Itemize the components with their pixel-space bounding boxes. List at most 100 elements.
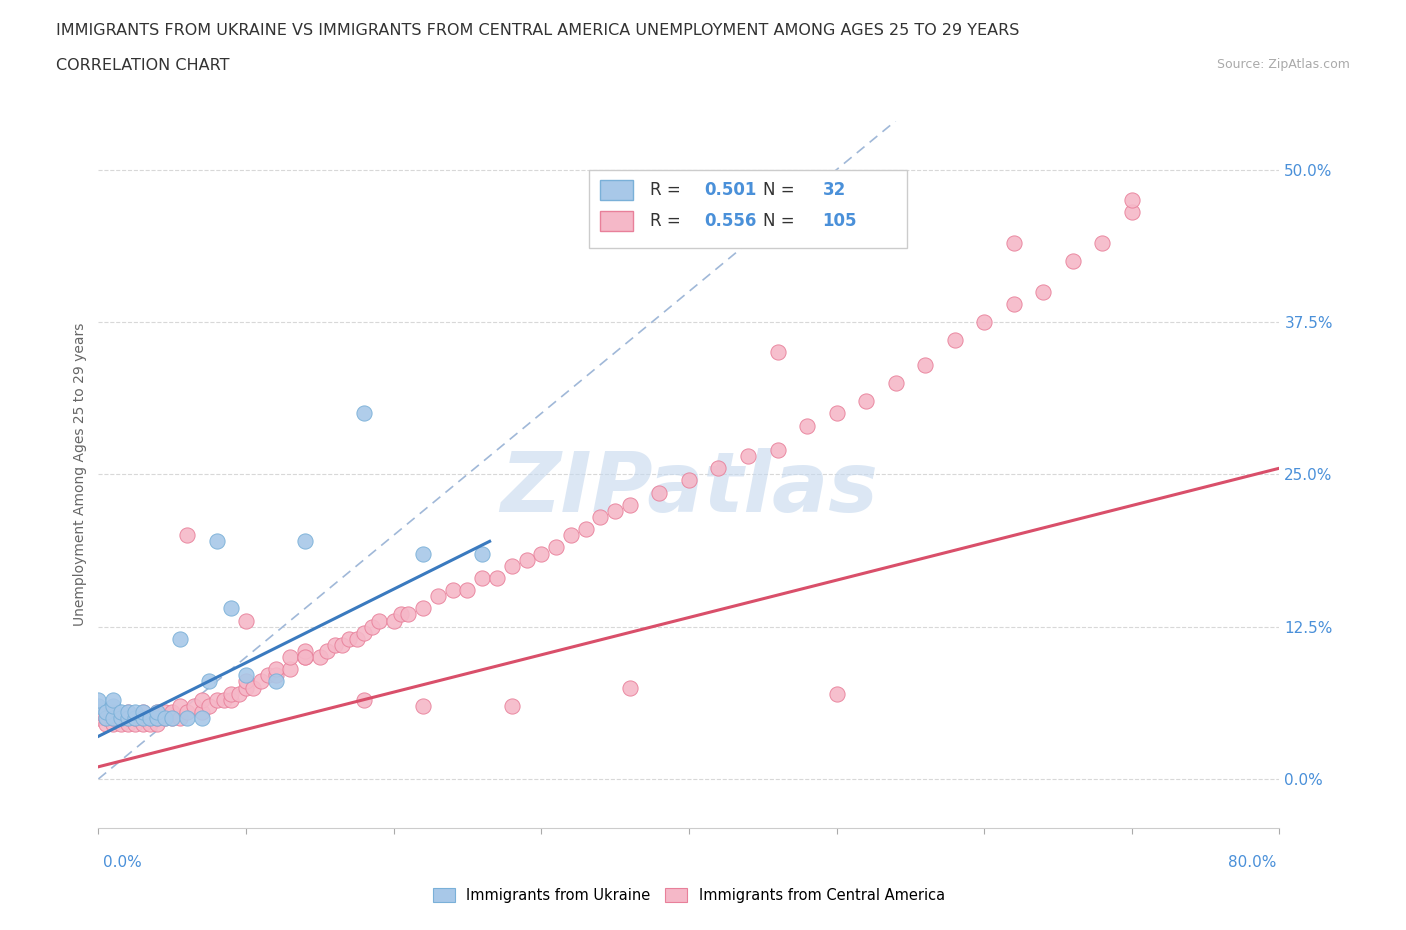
Point (205, 534, 228, 549)
Point (117, 705, 139, 720)
Point (389, 607, 412, 622)
Point (619, 680, 641, 695)
Point (94, 705, 117, 720)
Point (110, 705, 132, 720)
Point (264, 662, 287, 677)
Point (250, 674, 273, 689)
Point (117, 717, 139, 732)
Point (855, 393, 877, 408)
Point (257, 668, 280, 683)
Point (280, 650, 302, 665)
Point (221, 601, 243, 616)
Point (124, 717, 146, 732)
Point (648, 485, 671, 500)
Text: 32: 32 (823, 181, 845, 199)
Text: 0.556: 0.556 (704, 212, 756, 231)
Point (87, 711, 110, 725)
Point (1091, 235, 1114, 250)
Point (353, 692, 375, 707)
Point (139, 711, 162, 725)
Point (205, 692, 228, 707)
Point (619, 498, 641, 512)
Point (235, 613, 257, 628)
Point (294, 644, 316, 658)
Point (221, 686, 243, 701)
Point (162, 705, 183, 720)
Point (124, 711, 146, 725)
Point (530, 546, 553, 561)
Point (124, 705, 146, 720)
Point (146, 711, 169, 725)
Point (162, 711, 183, 725)
Point (471, 570, 494, 585)
Point (132, 711, 155, 725)
Point (183, 698, 205, 713)
Point (169, 698, 191, 713)
Point (884, 376, 907, 391)
Point (235, 668, 257, 683)
Point (103, 711, 125, 725)
Point (117, 705, 139, 720)
Point (153, 705, 176, 720)
Text: 105: 105 (823, 212, 856, 231)
Point (117, 711, 139, 725)
Point (707, 460, 730, 475)
Point (346, 631, 368, 646)
Point (153, 711, 176, 725)
FancyBboxPatch shape (600, 211, 634, 232)
Point (737, 448, 759, 463)
Point (1002, 235, 1025, 250)
Point (486, 570, 509, 585)
Text: Source: ZipAtlas.com: Source: ZipAtlas.com (1216, 58, 1350, 71)
Point (176, 705, 198, 720)
FancyBboxPatch shape (589, 170, 907, 248)
Point (1002, 297, 1025, 312)
Text: ZIPatlas: ZIPatlas (501, 448, 877, 529)
Point (235, 674, 257, 689)
Point (132, 705, 155, 720)
Point (169, 711, 191, 725)
Point (124, 711, 146, 725)
Point (412, 546, 434, 561)
Point (501, 698, 523, 713)
Point (678, 473, 700, 488)
Point (191, 705, 214, 720)
Point (382, 613, 405, 628)
Point (146, 717, 169, 732)
Point (398, 607, 420, 622)
Point (1121, 205, 1143, 219)
Point (316, 644, 339, 658)
Point (103, 717, 125, 732)
Point (139, 717, 162, 732)
Point (412, 601, 434, 616)
Text: R =: R = (650, 181, 686, 199)
Point (264, 668, 287, 683)
Point (162, 711, 183, 725)
Point (766, 443, 789, 458)
Point (973, 314, 995, 329)
Point (884, 180, 907, 195)
Point (412, 698, 434, 713)
Text: CORRELATION CHART: CORRELATION CHART (56, 58, 229, 73)
Point (110, 711, 132, 725)
Point (87, 698, 110, 713)
Point (132, 705, 155, 720)
Text: N =: N = (763, 181, 800, 199)
Point (198, 674, 221, 689)
Point (501, 558, 523, 573)
Point (191, 711, 214, 725)
Legend: Immigrants from Ukraine, Immigrants from Central America: Immigrants from Ukraine, Immigrants from… (427, 882, 950, 909)
Point (169, 631, 191, 646)
Point (360, 619, 382, 634)
Point (280, 662, 302, 677)
Point (914, 357, 936, 372)
Point (94, 711, 117, 725)
Point (766, 345, 789, 360)
Point (235, 680, 257, 695)
Point (228, 686, 250, 701)
Point (132, 717, 155, 732)
Point (139, 711, 162, 725)
Text: 0.501: 0.501 (704, 181, 756, 199)
Text: N =: N = (763, 212, 800, 231)
Point (1032, 284, 1054, 299)
